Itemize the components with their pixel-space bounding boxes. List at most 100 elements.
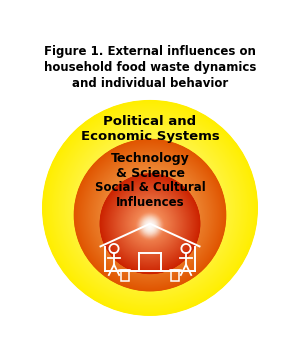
Circle shape [88, 146, 212, 270]
Circle shape [128, 193, 172, 237]
Circle shape [115, 173, 185, 243]
Circle shape [122, 196, 178, 252]
Circle shape [134, 208, 166, 240]
Circle shape [111, 185, 189, 262]
Circle shape [145, 210, 155, 220]
Circle shape [76, 134, 224, 282]
Circle shape [122, 179, 178, 237]
Circle shape [147, 220, 153, 227]
Circle shape [142, 215, 158, 232]
Circle shape [115, 189, 185, 259]
Circle shape [61, 119, 239, 297]
Circle shape [123, 197, 177, 251]
Circle shape [132, 197, 168, 233]
Circle shape [83, 141, 217, 275]
Circle shape [118, 183, 182, 248]
Circle shape [149, 223, 151, 224]
Circle shape [95, 153, 205, 263]
Circle shape [135, 200, 165, 230]
Circle shape [113, 187, 187, 261]
Circle shape [94, 152, 206, 264]
Circle shape [112, 185, 188, 262]
Circle shape [52, 110, 247, 305]
Circle shape [95, 153, 205, 263]
Circle shape [110, 174, 190, 256]
Circle shape [75, 133, 225, 283]
Circle shape [115, 189, 185, 258]
Circle shape [55, 113, 245, 303]
Circle shape [133, 206, 167, 241]
Circle shape [80, 145, 220, 285]
Circle shape [148, 221, 152, 226]
Circle shape [133, 207, 167, 241]
Circle shape [68, 126, 232, 290]
Circle shape [143, 201, 157, 215]
Circle shape [94, 159, 206, 271]
Circle shape [105, 170, 195, 260]
Circle shape [77, 142, 223, 288]
Circle shape [142, 207, 158, 223]
Circle shape [93, 158, 207, 272]
Circle shape [130, 204, 170, 244]
Circle shape [72, 130, 228, 286]
Circle shape [86, 152, 214, 278]
Circle shape [45, 103, 255, 313]
Circle shape [88, 154, 212, 277]
Circle shape [119, 193, 181, 254]
Circle shape [70, 127, 230, 288]
Circle shape [61, 119, 239, 297]
Circle shape [127, 201, 173, 247]
Circle shape [98, 163, 202, 267]
Circle shape [142, 219, 158, 233]
Circle shape [93, 158, 207, 272]
Circle shape [86, 144, 214, 272]
Circle shape [122, 180, 178, 236]
Circle shape [78, 136, 222, 280]
Circle shape [126, 184, 174, 232]
Circle shape [147, 223, 153, 229]
Circle shape [118, 192, 182, 256]
Circle shape [123, 181, 177, 235]
Circle shape [70, 128, 230, 288]
Circle shape [130, 195, 170, 236]
Circle shape [109, 166, 191, 249]
Circle shape [140, 214, 160, 234]
Circle shape [88, 154, 212, 277]
Circle shape [120, 194, 180, 254]
Circle shape [90, 148, 210, 268]
Circle shape [121, 194, 179, 253]
Circle shape [133, 198, 167, 232]
Circle shape [84, 142, 216, 274]
Circle shape [103, 177, 197, 271]
Circle shape [46, 104, 254, 312]
Circle shape [134, 207, 166, 240]
Circle shape [110, 183, 190, 264]
Circle shape [51, 109, 249, 307]
Circle shape [117, 191, 183, 257]
Circle shape [148, 222, 152, 226]
Circle shape [118, 176, 182, 240]
Circle shape [80, 146, 220, 285]
Circle shape [113, 178, 187, 252]
Circle shape [111, 176, 189, 254]
Circle shape [78, 143, 222, 287]
Circle shape [50, 108, 250, 308]
Circle shape [126, 191, 174, 240]
Circle shape [146, 219, 154, 228]
Circle shape [96, 161, 204, 269]
Circle shape [131, 196, 169, 234]
Circle shape [128, 201, 172, 246]
Circle shape [55, 112, 245, 303]
Circle shape [58, 116, 242, 300]
Circle shape [82, 140, 218, 276]
Circle shape [56, 114, 244, 302]
Circle shape [85, 150, 215, 280]
Circle shape [145, 203, 155, 213]
Circle shape [119, 185, 181, 246]
Circle shape [123, 181, 177, 235]
Circle shape [148, 206, 152, 210]
Circle shape [132, 206, 168, 241]
Circle shape [139, 213, 161, 235]
Circle shape [101, 175, 199, 273]
Circle shape [146, 203, 154, 212]
